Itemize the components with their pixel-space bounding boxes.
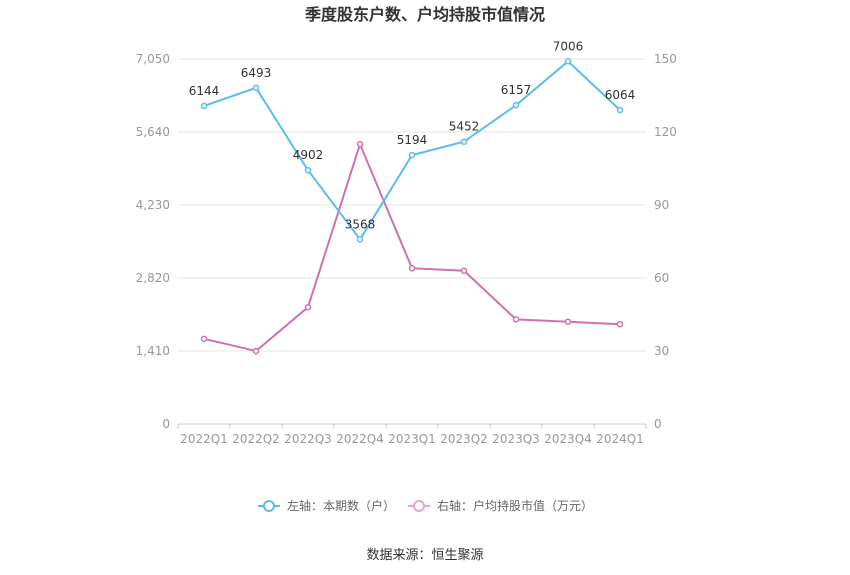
series-line-left	[203, 60, 621, 241]
data-label: 6493	[241, 66, 272, 80]
data-point-right	[616, 320, 624, 328]
data-point-right	[252, 347, 260, 355]
axis-layer: 0 1,410 2,820 4,230 5,640 7,050 0 30 60 90 120 150 2…	[136, 52, 677, 446]
data-label: 4902	[293, 148, 324, 162]
data-point-left	[564, 58, 572, 65]
left-axis-tick-label: 7,050	[136, 52, 170, 66]
series-layer	[200, 58, 624, 355]
x-axis-tick-label: 2023Q3	[492, 432, 540, 446]
data-label: 5194	[397, 133, 428, 147]
data-point-left	[408, 151, 416, 159]
data-point-left	[616, 106, 624, 114]
chart-title: 季度股东户数、户均持股市值情况	[304, 5, 545, 24]
legend-item-left-series[interactable]: 左轴：本期数（户）	[258, 498, 395, 513]
left-axis-tick-label: 2,820	[136, 271, 170, 285]
x-axis-tick-label: 2022Q3	[284, 432, 332, 446]
data-point-left	[460, 138, 468, 145]
x-axis-tick-label: 2023Q1	[388, 432, 436, 446]
legend-left-series-marker-icon	[263, 500, 275, 512]
legend-left-series-label: 左轴：本期数（户）	[287, 498, 395, 513]
legend-item-right-series[interactable]: 右轴：户均持股市值（万元）	[408, 498, 593, 513]
data-label: 6144	[189, 84, 220, 98]
data-point-left	[304, 166, 312, 174]
legend-right-series-label: 右轴：户均持股市值（万元）	[437, 498, 593, 513]
x-axis-tick-label: 2024Q1	[596, 432, 644, 446]
data-point-right	[356, 140, 364, 148]
data-label: 5452	[449, 120, 480, 134]
left-axis-tick-label: 4,230	[136, 198, 170, 212]
right-axis-tick-label: 120	[654, 125, 677, 139]
x-axis-tick-label: 2023Q2	[440, 432, 488, 446]
data-source-note: 数据来源：恒生聚源	[366, 548, 483, 563]
series-line-right	[203, 143, 621, 352]
right-axis-tick-label: 30	[654, 344, 669, 358]
x-axis-tick-label: 2022Q2	[232, 432, 280, 446]
data-label: 7006	[553, 39, 584, 53]
data-label-layer: 6144 6493 4902 3568 5194 5452 6157 7006 6064	[189, 39, 636, 231]
x-axis-tick-label: 2023Q4	[544, 432, 592, 446]
left-axis-tick-label: 5,640	[136, 125, 170, 139]
x-axis-tick-label: 2022Q4	[336, 432, 384, 446]
left-axis-tick-label: 1,410	[136, 344, 170, 358]
left-axis-tick-label: 0	[162, 417, 170, 431]
data-point-left	[252, 84, 260, 92]
data-label: 3568	[345, 217, 376, 231]
data-point-right	[200, 335, 208, 343]
data-point-right	[564, 318, 572, 326]
legend-right-series-marker-icon	[413, 500, 425, 512]
data-point-left	[512, 101, 520, 109]
legend[interactable]: 左轴：本期数（户） 右轴：户均持股市值（万元）	[258, 498, 593, 513]
data-point-right	[512, 316, 520, 323]
data-point-right	[408, 265, 416, 272]
data-label: 6064	[605, 88, 636, 102]
data-label: 6157	[501, 83, 532, 97]
right-axis-tick-label: 60	[654, 271, 669, 285]
data-point-right	[304, 303, 312, 311]
data-point-left	[356, 236, 364, 243]
x-axis-tick-label: 2022Q1	[180, 432, 228, 446]
data-point-left	[200, 102, 208, 110]
right-axis-tick-label: 0	[654, 417, 662, 431]
grid-layer	[178, 58, 646, 352]
right-axis-tick-label: 150	[654, 52, 677, 66]
right-axis-tick-label: 90	[654, 198, 669, 212]
data-point-right	[460, 267, 468, 274]
